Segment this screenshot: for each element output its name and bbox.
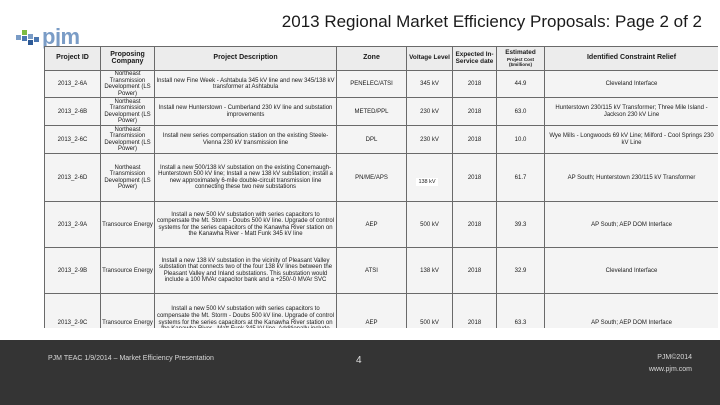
cell-cost: 61.7 (496, 153, 545, 203)
cell-voltage: 500 kV (406, 201, 453, 249)
cell-cost: 10.0 (496, 125, 545, 155)
table-row: 2013_2-6D Northeast Transmission Develop… (44, 153, 718, 203)
cell-zone: DPL (336, 125, 407, 155)
cell-zone: ATSI (336, 247, 407, 295)
cell-constraint: AP South; AEP DOM Interface (544, 201, 718, 249)
cell-cost: 44.9 (496, 69, 545, 99)
cell-constraint: AP South; AEP DOM Interface (544, 293, 718, 328)
cell-description: Install new Hunterstown - Cumberland 230… (154, 97, 337, 127)
website-link[interactable]: www.pjm.com (648, 366, 692, 373)
logo-text: pjm (42, 24, 80, 49)
table-row: 2013_2-6C Northeast Transmission Develop… (44, 125, 718, 155)
copyright-text: PJM©2014 (657, 354, 692, 361)
cell-constraint: Cleveland Interface (544, 69, 718, 99)
cell-constraint: Cleveland Interface (544, 247, 718, 295)
cell-year: 2018 (452, 69, 497, 99)
pjm-logo-icon (16, 30, 39, 45)
table-row: 2013_2-9B Transource Energy Install a ne… (44, 247, 718, 295)
cell-company: Northeast Transmission Development (LS P… (100, 97, 155, 127)
cell-cost: 32.9 (496, 247, 545, 295)
cell-project-id: 2013_2-6A (44, 69, 101, 99)
cell-year: 2018 (452, 153, 497, 203)
cell-voltage: 230 kV (406, 125, 453, 155)
cell-description: Install a new 138 kV substation in the v… (154, 247, 337, 295)
cell-cost: 39.3 (496, 201, 545, 249)
header-voltage: Voltage Level (406, 46, 453, 71)
cell-company: Transource Energy (100, 247, 155, 295)
header-cost-title: Estimated (505, 49, 536, 57)
header-cost: Estimated Project Cost ($millions) (496, 46, 545, 71)
cell-constraint: AP South; Hunterstown 230/115 kV Transfo… (544, 153, 718, 203)
cell-cost: 63.3 (496, 293, 545, 328)
cell-voltage: 345 kV (406, 69, 453, 99)
table-row: 2013_2-6A Northeast Transmission Develop… (44, 69, 718, 99)
page-number: 4 (356, 355, 362, 366)
cell-zone: PN/ME/APS (336, 153, 407, 203)
cell-zone: AEP (336, 293, 407, 328)
cell-zone: AEP (336, 201, 407, 249)
proposals-table: Project ID Proposing Company Project Des… (44, 46, 718, 328)
header-project-id: Project ID (44, 46, 101, 71)
cell-description: Install new series compensation station … (154, 125, 337, 155)
cell-project-id: 2013_2-9C (44, 293, 101, 328)
table-row: 2013_2-9A Transource Energy Install a ne… (44, 201, 718, 249)
proposals-table-container: Project ID Proposing Company Project Des… (44, 46, 718, 328)
slide-title: 2013 Regional Market Efficiency Proposal… (281, 12, 702, 31)
cell-year: 2018 (452, 247, 497, 295)
cell-year: 2018 (452, 125, 497, 155)
cell-year: 2018 (452, 293, 497, 328)
cell-zone: METED/PPL (336, 97, 407, 127)
cell-description: Install a new 500 kV substation with ser… (154, 201, 337, 249)
footer-presentation-label: PJM TEAC 1/9/2014 – Market Efficiency Pr… (48, 355, 214, 362)
header-in-service: Expected In-Service date (452, 46, 497, 71)
cell-project-id: 2013_2-6B (44, 97, 101, 127)
cell-description: Install a new 500 kV substation with ser… (154, 293, 337, 328)
header-cost-sub: Project Cost ($millions) (506, 56, 535, 67)
table-row: 2013_2-6B Northeast Transmission Develop… (44, 97, 718, 127)
footer-bar (0, 340, 720, 405)
table-row: 2013_2-9C Transource Energy Install a ne… (44, 293, 718, 328)
cell-voltage: 230 kV (406, 97, 453, 127)
cell-zone: PENELEC/ATSI (336, 69, 407, 99)
cell-project-id: 2013_2-6C (44, 125, 101, 155)
cell-company: Northeast Transmission Development (LS P… (100, 69, 155, 99)
cell-year: 2018 (452, 97, 497, 127)
cell-description: Install new Fine Week - Ashtabula 345 kV… (154, 69, 337, 99)
voltage-overlay-label: 138 kV (416, 178, 438, 186)
cell-company: Transource Energy (100, 201, 155, 249)
cell-company: Northeast Transmission Development (LS P… (100, 153, 155, 203)
table-header-row: Project ID Proposing Company Project Des… (44, 46, 718, 71)
cell-project-id: 2013_2-6D (44, 153, 101, 203)
cell-company: Transource Energy (100, 293, 155, 328)
cell-project-id: 2013_2-9B (44, 247, 101, 295)
cell-project-id: 2013_2-9A (44, 201, 101, 249)
footer-copyright-block: PJM©2014 www.pjm.com (620, 352, 692, 376)
header-description: Project Description (154, 46, 337, 71)
cell-voltage: 138 kV (406, 247, 453, 295)
cell-constraint: Wye Mills - Longwoods 69 kV Line; Milfor… (544, 125, 718, 155)
header-zone: Zone (336, 46, 407, 71)
cell-constraint: Hunterstown 230/115 kV Transformer; Thre… (544, 97, 718, 127)
cell-voltage: 500 kV (406, 293, 453, 328)
cell-company: Northeast Transmission Development (LS P… (100, 125, 155, 155)
cell-cost: 63.0 (496, 97, 545, 127)
cell-description: Install a new 500/138 kV substation on t… (154, 153, 337, 203)
header-constraint: Identified Constraint Relief (544, 46, 718, 71)
header-company: Proposing Company (100, 46, 155, 71)
cell-year: 2018 (452, 201, 497, 249)
